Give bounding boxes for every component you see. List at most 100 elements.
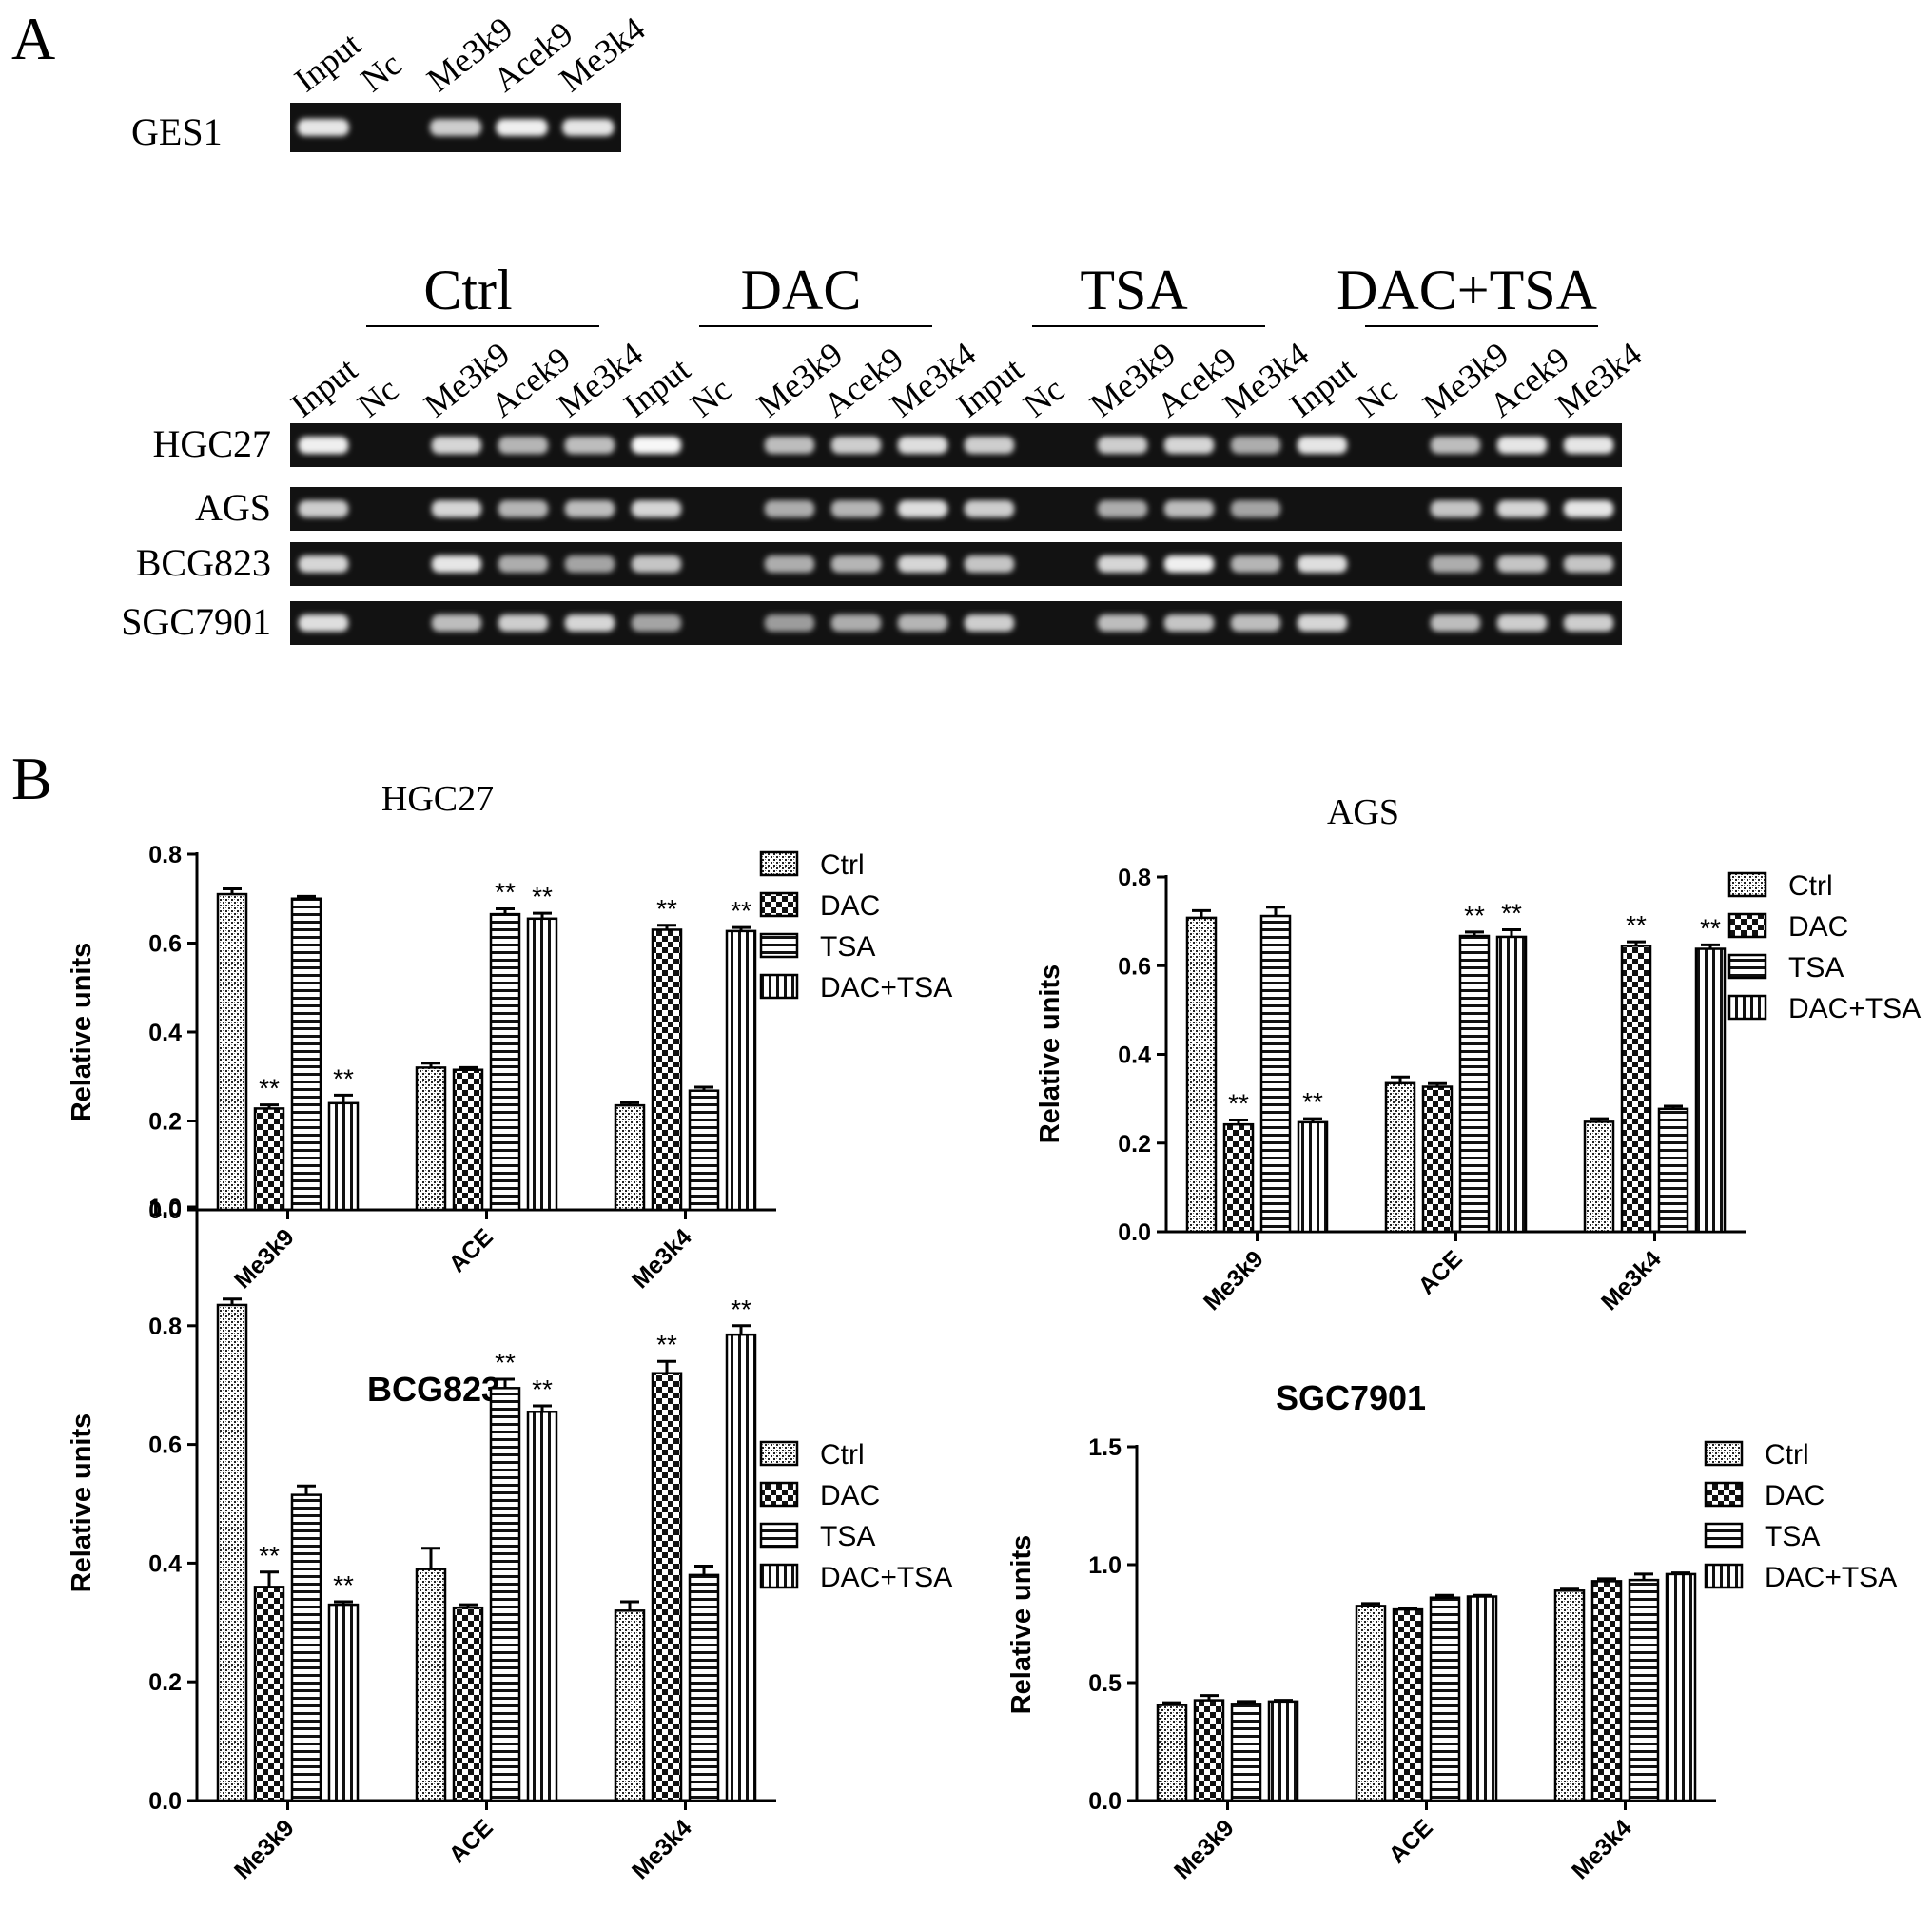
gel-band: [830, 614, 882, 632]
bar: [1495, 935, 1528, 1234]
gel-lane-strip: [290, 601, 1622, 645]
gel-band: [1297, 614, 1348, 632]
y-tick-label: 1.5: [1088, 1434, 1122, 1461]
bar: [614, 1103, 646, 1212]
y-tick-label: 0.0: [148, 1788, 182, 1815]
legend-label: Ctrl: [820, 849, 865, 881]
gel-band: [764, 555, 815, 573]
y-tick-label: 0.2: [148, 1109, 182, 1136]
y-tick-label: 0.4: [148, 1020, 182, 1046]
legend-swatch: [759, 1481, 799, 1508]
legend-label: TSA: [820, 1521, 875, 1552]
gel-band: [498, 614, 549, 632]
legend-label: DAC+TSA: [820, 972, 952, 1003]
y-tick-label: 0.6: [1118, 953, 1151, 980]
bar: [1620, 945, 1652, 1234]
gel-band: [1496, 555, 1548, 573]
legend-swatch: [1704, 1440, 1744, 1467]
bar: [1267, 1700, 1299, 1802]
y-tick-label: 0.5: [1088, 1670, 1122, 1697]
bar: [489, 1387, 521, 1802]
gel-band: [830, 500, 882, 517]
bar: [1583, 1120, 1615, 1234]
gel-band: [564, 437, 615, 454]
legend-swatch: [1727, 953, 1767, 980]
gel-lane-label: Me3k4: [1549, 335, 1649, 424]
gel-row-label: HGC27: [153, 422, 271, 465]
gel-band: [431, 437, 482, 454]
legend-label: DAC+TSA: [820, 1562, 952, 1593]
gel-band: [1496, 437, 1548, 454]
gel-group-label: DAC: [741, 259, 862, 321]
legend-swatch: [759, 891, 799, 918]
bar: [452, 1606, 484, 1802]
legend-label: TSA: [820, 931, 875, 963]
legend-label: TSA: [1788, 952, 1844, 984]
gel-band: [498, 500, 549, 517]
gel-band: [1097, 614, 1148, 632]
gel-band: [830, 555, 882, 573]
y-axis-label: Relative units: [1006, 1535, 1037, 1715]
y-axis-label: Relative units: [67, 1413, 97, 1593]
bar: [1429, 1596, 1461, 1802]
bar: [1259, 914, 1292, 1234]
gel-band: [431, 614, 482, 632]
legend-swatch: [1727, 912, 1767, 939]
y-tick-label: 0.6: [148, 1432, 182, 1459]
y-tick-label: 0.0: [1088, 1788, 1122, 1815]
gel-band: [1563, 437, 1614, 454]
gel-band: [564, 500, 615, 517]
gel-band: [1430, 614, 1481, 632]
x-tick-label: Me3k4: [1596, 1245, 1667, 1315]
gel-band: [498, 437, 549, 454]
significance-marker: **: [532, 1374, 553, 1404]
gel-band: [564, 614, 615, 632]
gel-band: [631, 437, 682, 454]
legend-label: DAC+TSA: [1765, 1562, 1897, 1593]
bar: [1665, 1572, 1697, 1802]
bar: [1458, 934, 1491, 1234]
y-tick-label: 1.0: [148, 1195, 182, 1221]
y-tick-label: 0.0: [1118, 1219, 1151, 1246]
significance-marker: **: [259, 1074, 280, 1103]
significance-marker: **: [495, 1348, 516, 1377]
gel-band: [1230, 614, 1281, 632]
legend-swatch: [1704, 1522, 1744, 1549]
significance-marker: **: [1501, 898, 1522, 927]
chart-title: HGC27: [381, 779, 494, 819]
legend-label: DAC+TSA: [1788, 993, 1921, 1024]
bar: [1297, 1120, 1329, 1234]
significance-marker: **: [731, 1295, 751, 1324]
y-axis-label: Relative units: [67, 943, 97, 1122]
gel-band: [897, 500, 948, 517]
legend-swatch: [1727, 871, 1767, 898]
gel-band: [1563, 614, 1614, 632]
chart-title: BCG823: [367, 1370, 500, 1409]
bar: [290, 897, 322, 1212]
bar: [452, 1068, 484, 1212]
bar: [216, 892, 248, 1212]
gel-lane-strip: [290, 423, 1622, 467]
bar: [489, 912, 521, 1212]
bar: [253, 1586, 285, 1802]
gel-band: [564, 555, 615, 573]
y-tick-label: 0.8: [148, 1314, 182, 1340]
gel-band: [1163, 555, 1215, 573]
gel-band: [1230, 500, 1281, 517]
bar: [651, 928, 683, 1212]
bar: [651, 1372, 683, 1802]
gel-band: [1230, 437, 1281, 454]
gel-band: [431, 555, 482, 573]
bar: [1694, 947, 1727, 1234]
legend-label: DAC: [820, 890, 880, 922]
gel-lane-label: Input: [283, 350, 364, 424]
gel-band: [1097, 500, 1148, 517]
gel-band: [298, 614, 349, 632]
bar: [725, 929, 757, 1212]
legend-swatch: [759, 973, 799, 1000]
legend-swatch: [1704, 1481, 1744, 1508]
bar: [1590, 1580, 1623, 1802]
panel-label-a: A: [11, 5, 55, 72]
gel-row-label: BCG823: [136, 541, 271, 584]
